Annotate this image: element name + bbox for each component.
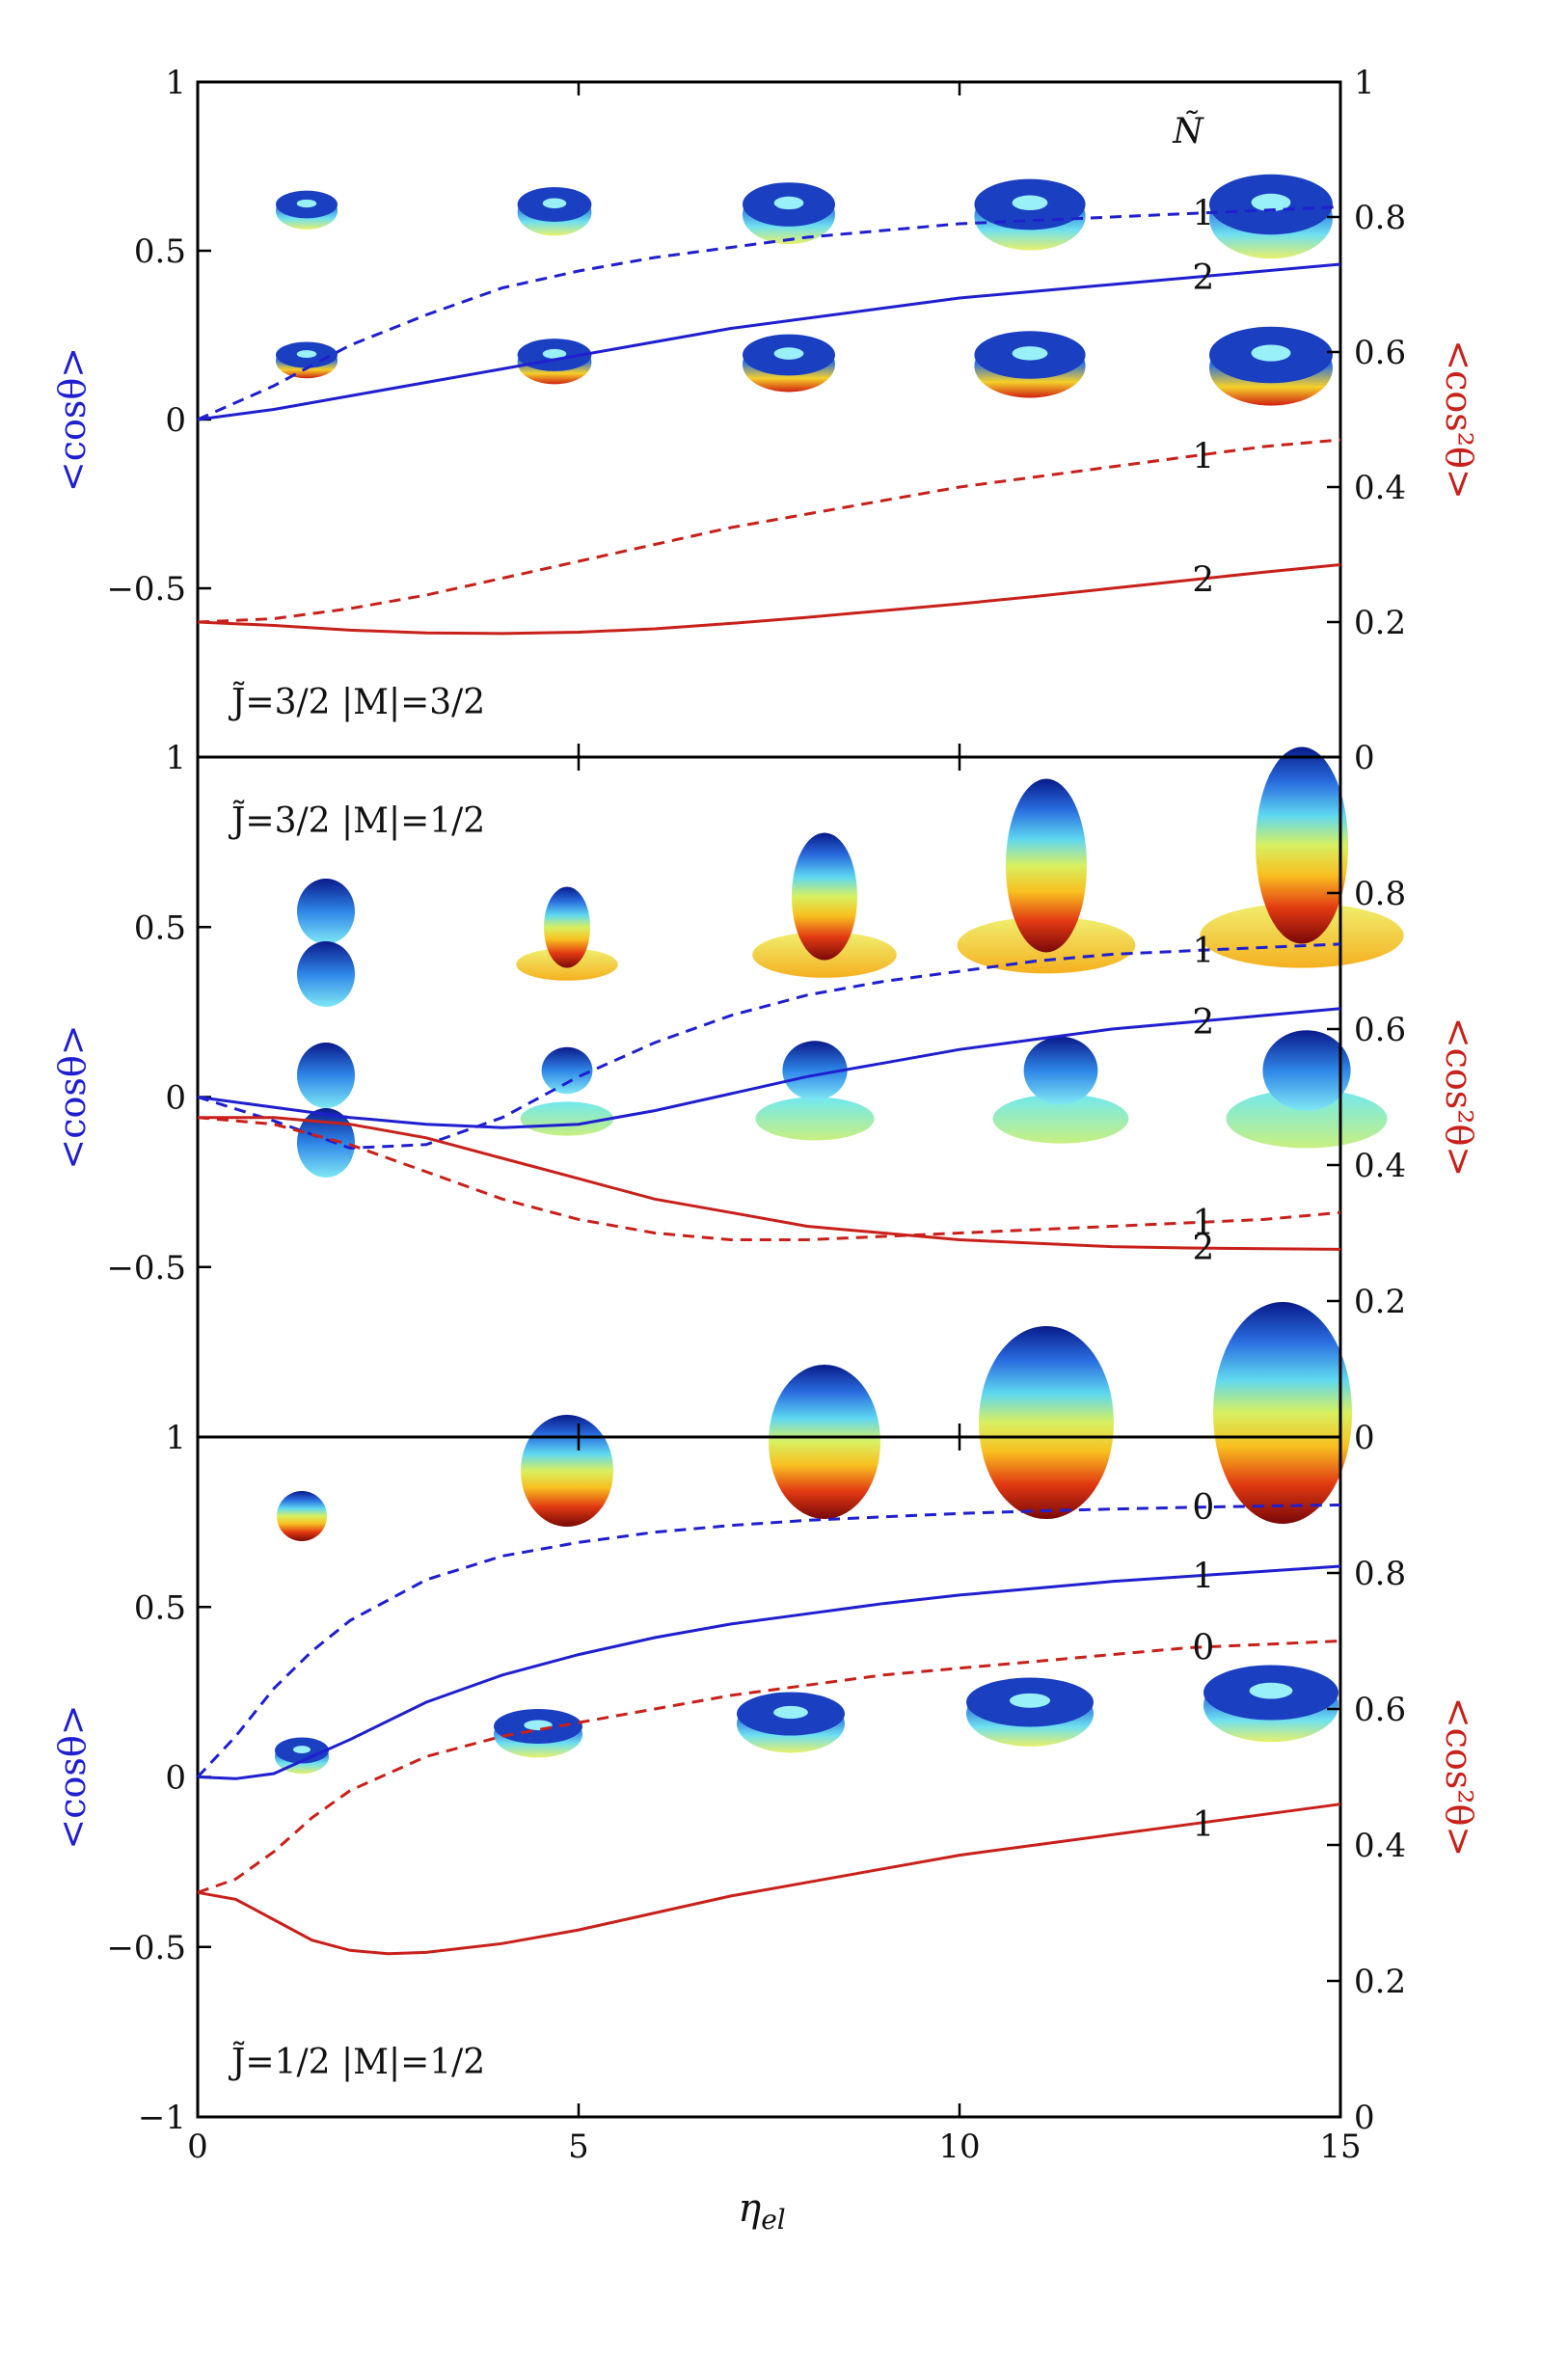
series-label: 1 <box>1192 1204 1214 1243</box>
series-line-cos-2-solid <box>197 563 1341 636</box>
right-axis-title: <cos²θ> <box>1438 1017 1480 1177</box>
left-tick-label: 0.5 <box>134 232 186 271</box>
right-tick-label: 0 <box>1354 739 1375 777</box>
legend-header: Ñ <box>1172 111 1204 151</box>
series-line-cos-1-dashed <box>197 1116 1341 1241</box>
series-label: 0 <box>1192 1629 1214 1668</box>
left-tick-label: −1 <box>138 2099 186 2137</box>
left-tick-label: 1 <box>165 1419 186 1457</box>
chart-texts: 1 0.5 0 −0.5 1 0.8 0.6 0.4 0.2 <cosθ> <cos²θ> J̃=3/… <box>51 64 1480 2236</box>
right-tick-label: 0.2 <box>1354 604 1406 642</box>
series-line-cos-0-dashed <box>196 1504 1341 1778</box>
ellipsoid-shapes <box>277 1302 1352 1541</box>
torus-shape <box>276 190 338 230</box>
series-label: 1 <box>1192 932 1214 971</box>
series-label: 2 <box>1192 258 1214 298</box>
series-label: 1 <box>1192 438 1214 477</box>
right-tick-label: 0.8 <box>1354 199 1406 237</box>
torus-shape <box>974 178 1086 251</box>
series-line-cos-1-solid <box>197 1564 1341 1780</box>
right-tick-label: 0.4 <box>1354 469 1406 507</box>
series-label: 2 <box>1192 561 1214 601</box>
right-tick-label: 0.6 <box>1354 1691 1406 1729</box>
torus-shape <box>275 1737 329 1775</box>
left-tick-label: 1 <box>165 739 186 777</box>
left-tick-label: −0.5 <box>106 570 186 609</box>
right-tick-label: 0.8 <box>1354 1555 1406 1593</box>
right-axis-title: <cos²θ> <box>1438 339 1480 499</box>
series-line-cos-0-dashed <box>197 1640 1341 1894</box>
series-line-cos-1-dashed <box>197 942 1341 1150</box>
right-axis-title: <cos²θ> <box>1438 1697 1480 1857</box>
right-tick-label: 0.2 <box>1354 1963 1406 2001</box>
left-tick-label: 0.5 <box>134 908 186 947</box>
torus-shape <box>1203 1665 1338 1743</box>
left-axis-title: <cosθ> <box>51 347 94 492</box>
orbital-shapes <box>275 174 1404 1775</box>
state-label-J32_M12: J̃=3/2 |M|=1/2 <box>228 800 485 841</box>
state-label-J12_M12: J̃=1/2 |M|=1/2 <box>228 2042 485 2082</box>
right-tick-label: 0.6 <box>1354 1011 1406 1049</box>
torus-shape <box>517 187 592 236</box>
torus-shape <box>494 1709 582 1758</box>
series-line-cos-1-solid <box>197 1803 1341 1956</box>
right-tick-label: 1 <box>1354 64 1375 102</box>
series-label: 2 <box>1192 1229 1214 1268</box>
right-tick-label: 0.4 <box>1354 1147 1406 1185</box>
x-tick-label: 10 <box>938 2128 980 2166</box>
x-tick-label: 15 <box>1319 2128 1361 2166</box>
left-axis-title: <cosθ> <box>51 1024 94 1169</box>
series-line-cos-2-solid <box>197 1007 1341 1129</box>
x-axis-title: ηel <box>738 2186 786 2236</box>
left-tick-label: 0 <box>165 1759 186 1798</box>
series-label: 1 <box>1192 1805 1214 1845</box>
left-tick-label: 0.5 <box>134 1588 186 1627</box>
left-tick-label: 0 <box>165 1079 186 1118</box>
series-line-cos-1-dashed <box>197 205 1341 421</box>
right-tick-label: 0.8 <box>1354 875 1406 913</box>
series-label: 1 <box>1192 195 1214 234</box>
left-tick-label: 0 <box>165 401 186 440</box>
torus-shape <box>966 1677 1094 1747</box>
torus-shape <box>517 339 592 385</box>
series-label: 2 <box>1192 1003 1214 1043</box>
panel-frame-J12_M12 <box>196 1435 1342 2119</box>
torus-shape <box>974 331 1086 398</box>
right-tick-label: 0 <box>1354 1419 1375 1457</box>
torus-shape <box>1209 326 1333 406</box>
series-line-cos-2-solid <box>198 1116 1341 1251</box>
panel-frame-J32_M12 <box>196 755 1342 1439</box>
torus-shape <box>743 334 835 393</box>
torus-shape <box>743 182 835 245</box>
left-tick-label: −0.5 <box>106 1929 186 1967</box>
right-tick-label: 0.4 <box>1354 1827 1406 1865</box>
x-tick-label: 5 <box>568 2128 589 2166</box>
state-label-J32_M32: J̃=3/2 |M|=3/2 <box>228 682 485 722</box>
lobe-shapes <box>297 746 1404 1178</box>
left-tick-label: 1 <box>165 64 186 102</box>
left-tick-label: −0.5 <box>106 1249 186 1288</box>
series-label: 1 <box>1192 1558 1214 1597</box>
series-lines <box>196 205 1341 1956</box>
right-tick-label: 0 <box>1354 2099 1375 2137</box>
right-tick-label: 0.6 <box>1354 334 1406 372</box>
left-axis-title: <cosθ> <box>51 1704 94 1849</box>
series-line-cos-1-dashed <box>197 438 1341 624</box>
panel-frame-J32_M32 <box>196 80 1342 759</box>
series-label: 0 <box>1192 1488 1214 1528</box>
torus-shape <box>737 1692 845 1753</box>
x-tick-label: 0 <box>187 2128 208 2166</box>
torus-shape <box>276 341 338 379</box>
series-line-cos-2-solid <box>197 262 1341 421</box>
right-tick-label: 0.2 <box>1354 1283 1406 1321</box>
torus-shape <box>1209 174 1333 259</box>
